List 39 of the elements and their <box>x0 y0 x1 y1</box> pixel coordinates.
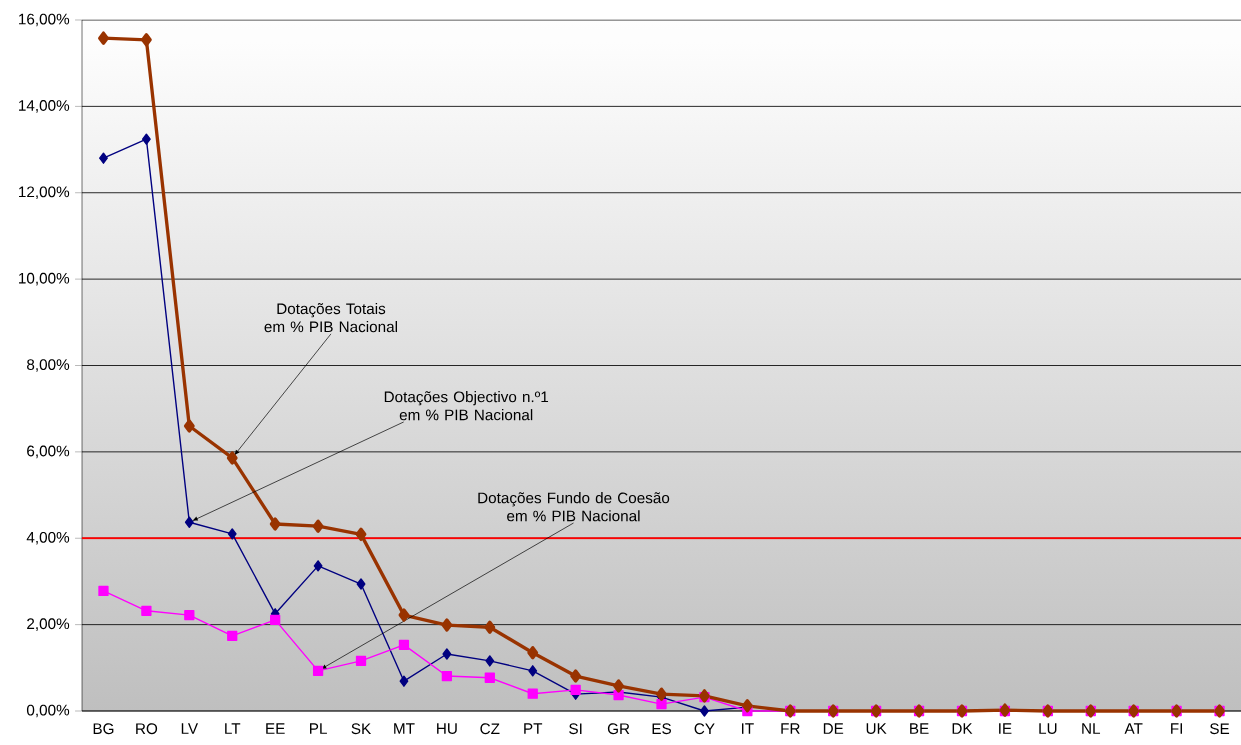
y-tick-label: 10,00% <box>19 272 70 286</box>
x-tick-label: MT <box>394 723 415 734</box>
y-tick-label: 2,00% <box>27 618 70 631</box>
y-tick-label: 6,00% <box>27 445 70 459</box>
x-tick-label: AT <box>1124 723 1143 734</box>
y-tick-label: 12,00% <box>19 186 70 200</box>
y-tick-label: 8,00% <box>27 359 70 372</box>
x-tick-label: IT <box>741 723 754 734</box>
annotation: Dotações Objectivo n.º1 em % PIB Nacional <box>384 391 549 421</box>
x-tick-label: ES <box>652 723 671 735</box>
x-tick-label: GR <box>607 723 630 735</box>
x-tick-label: HU <box>437 723 457 734</box>
x-tick-label: LU <box>1039 723 1057 734</box>
x-tick-label: CZ <box>480 723 500 735</box>
y-tick-label: 0,00% <box>26 704 70 718</box>
x-tick-label: SK <box>351 723 372 735</box>
x-tick-label: DE <box>823 723 844 734</box>
y-tick-label: 16,00% <box>19 13 70 27</box>
x-tick-label: FR <box>781 723 800 734</box>
x-tick-label: BE <box>910 723 929 734</box>
x-tick-label: NL <box>1082 723 1101 734</box>
annotation: Dotações Totais em % PIB Nacional <box>264 302 397 333</box>
x-tick-label: IE <box>999 723 1012 734</box>
x-tick-label: LV <box>181 723 199 734</box>
x-tick-label: LT <box>225 723 241 734</box>
y-tick-label: 14,00% <box>19 100 70 113</box>
x-tick-label: DK <box>952 723 973 734</box>
x-tick-label: RO <box>136 723 158 735</box>
y-tick-label: 4,00% <box>26 531 70 545</box>
x-tick-label: SE <box>1210 723 1230 735</box>
x-tick-label: EE <box>266 723 285 734</box>
x-tick-label: BG <box>93 723 114 735</box>
x-tick-label: PT <box>524 723 543 734</box>
x-tick-label: CY <box>694 723 715 735</box>
x-tick-label: UK <box>866 723 887 734</box>
x-tick-label: PL <box>310 723 327 734</box>
annotation: Dotações Fundo de Coesão em % PIB Nacional <box>478 492 670 522</box>
x-tick-label: SI <box>569 723 582 735</box>
x-tick-label: FI <box>1171 723 1182 734</box>
